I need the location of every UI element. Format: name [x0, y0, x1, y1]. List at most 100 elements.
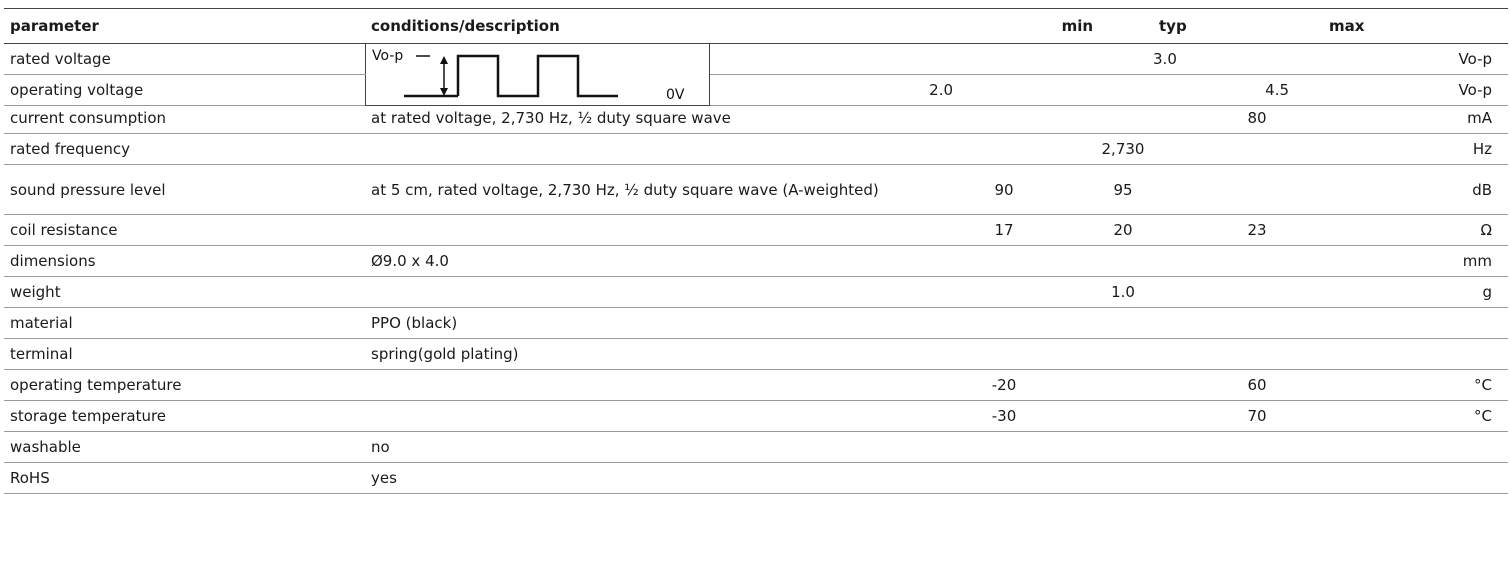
max-cell	[1191, 432, 1323, 463]
param-cell: sound pressure level	[4, 165, 365, 215]
units-cell: mm	[1323, 246, 1508, 277]
conditions-cell: no	[365, 432, 953, 463]
table-row: storage temperature -30 70 °C	[4, 401, 1508, 432]
waveform-bottom-label: 0V	[666, 87, 685, 103]
conditions-cell	[365, 370, 953, 401]
units-cell	[1323, 463, 1508, 494]
min-cell	[953, 432, 1055, 463]
min-cell	[953, 134, 1055, 165]
typ-cell: 20	[1055, 215, 1191, 246]
typ-cell: 1.0	[1055, 277, 1191, 308]
max-cell	[1191, 246, 1323, 277]
units-cell: Ω	[1323, 215, 1508, 246]
conditions-cell: yes	[365, 463, 953, 494]
max-cell	[1191, 339, 1323, 370]
max-cell	[1191, 463, 1323, 494]
table-row: rated voltage Vo-p 0V	[4, 44, 1508, 75]
units-cell: °C	[1323, 401, 1508, 432]
arrow-up-icon	[440, 56, 448, 64]
typ-cell	[1055, 370, 1191, 401]
typ-cell	[1055, 432, 1191, 463]
units-cell: mA	[1323, 103, 1508, 134]
param-cell: dimensions	[4, 246, 365, 277]
typ-cell: 95	[1055, 165, 1191, 215]
min-cell	[953, 308, 1055, 339]
max-cell	[1191, 277, 1323, 308]
table-row: terminal spring(gold plating)	[4, 339, 1508, 370]
header-row: parameter conditions/description min typ…	[4, 9, 1508, 44]
header-parameter: parameter	[4, 9, 365, 44]
typ-cell	[1055, 401, 1191, 432]
min-cell	[953, 277, 1055, 308]
param-cell: rated voltage	[4, 44, 365, 75]
param-cell: rated frequency	[4, 134, 365, 165]
square-wave-line	[458, 56, 618, 96]
table-row: weight 1.0 g	[4, 277, 1508, 308]
table-row: material PPO (black)	[4, 308, 1508, 339]
conditions-cell: spring(gold plating)	[365, 339, 953, 370]
conditions-cell: at rated voltage, 2,730 Hz, ½ duty squar…	[365, 103, 953, 134]
table-row: current consumption at rated voltage, 2,7…	[4, 103, 1508, 134]
max-cell: 80	[1191, 103, 1323, 134]
units-cell: Vo-p	[1323, 75, 1508, 106]
param-cell: storage temperature	[4, 401, 365, 432]
table-row: sound pressure level at 5 cm, rated volta…	[4, 165, 1508, 215]
table-row: operating voltage 2.0 4.5 Vo-p	[4, 75, 1508, 106]
conditions-cell	[709, 44, 953, 75]
max-cell	[1191, 134, 1323, 165]
table-row: dimensions Ø9.0 x 4.0 mm	[4, 246, 1508, 277]
param-cell: current consumption	[4, 103, 365, 134]
max-cell: 4.5	[1153, 75, 1323, 106]
max-cell	[1191, 308, 1323, 339]
param-cell: operating voltage	[4, 75, 365, 106]
min-cell: 17	[953, 215, 1055, 246]
min-cell: -30	[953, 401, 1055, 432]
max-cell: 23	[1191, 215, 1323, 246]
table-row: rated frequency 2,730 Hz	[4, 134, 1508, 165]
typ-cell: 2,730	[1055, 134, 1191, 165]
param-cell: RoHS	[4, 463, 365, 494]
units-cell: Vo-p	[1323, 44, 1508, 75]
min-cell: 90	[953, 165, 1055, 215]
typ-cell	[953, 75, 1153, 106]
typ-cell	[1055, 246, 1191, 277]
units-cell	[1323, 339, 1508, 370]
typ-cell	[1055, 463, 1191, 494]
table-row: washable no	[4, 432, 1508, 463]
min-cell: 2.0	[709, 75, 953, 106]
param-cell: coil resistance	[4, 215, 365, 246]
typ-cell	[1055, 103, 1191, 134]
table-row: coil resistance 17 20 23 Ω	[4, 215, 1508, 246]
units-cell: g	[1323, 277, 1508, 308]
spec-table-lower: current consumption at rated voltage, 2,7…	[4, 103, 1508, 494]
min-cell	[953, 463, 1055, 494]
max-cell: 70	[1191, 401, 1323, 432]
spec-table-body: rated voltage Vo-p 0V	[4, 44, 1508, 106]
conditions-cell	[365, 401, 953, 432]
param-cell: terminal	[4, 339, 365, 370]
min-cell: -20	[953, 370, 1055, 401]
header-max: max	[1323, 9, 1508, 44]
square-wave-graphic: Vo-p 0V	[366, 44, 709, 105]
units-cell	[1323, 308, 1508, 339]
min-cell	[953, 103, 1055, 134]
conditions-cell: at 5 cm, rated voltage, 2,730 Hz, ½ duty…	[365, 165, 953, 215]
conditions-cell	[365, 215, 953, 246]
param-cell: material	[4, 308, 365, 339]
param-cell: washable	[4, 432, 365, 463]
units-cell: Hz	[1323, 134, 1508, 165]
spec-table: parameter conditions/description min typ…	[4, 8, 1508, 106]
waveform-top-label: Vo-p	[372, 48, 403, 64]
max-cell	[1191, 165, 1323, 215]
conditions-cell	[365, 134, 953, 165]
max-cell: 60	[1191, 370, 1323, 401]
header-typ: typ	[1153, 9, 1323, 44]
min-cell	[953, 246, 1055, 277]
conditions-cell: Ø9.0 x 4.0	[365, 246, 953, 277]
min-cell	[953, 339, 1055, 370]
header-min: min	[953, 9, 1153, 44]
param-cell: weight	[4, 277, 365, 308]
waveform-diagram: Vo-p 0V	[365, 44, 709, 106]
typ-cell: 3.0	[1153, 44, 1323, 75]
conditions-cell: PPO (black)	[365, 308, 953, 339]
